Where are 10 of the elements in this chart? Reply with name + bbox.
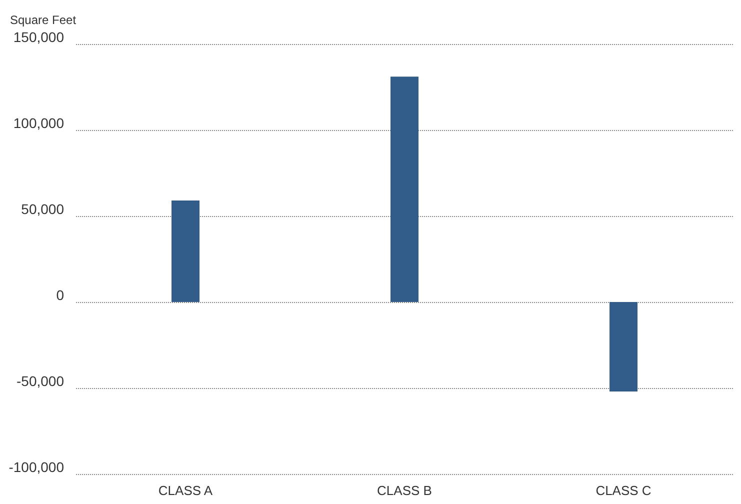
x-tick-label: CLASS B	[377, 483, 432, 498]
y-tick-label: 150,000	[13, 29, 64, 45]
x-tick-label: CLASS A	[158, 483, 213, 498]
y-tick-label: 0	[56, 287, 64, 303]
y-tick-label: 100,000	[13, 115, 64, 131]
y-tick-label: 50,000	[21, 201, 64, 217]
y-axis-title: Square Feet	[10, 13, 77, 27]
y-tick-label: -50,000	[16, 373, 64, 389]
x-tick-label: CLASS C	[596, 483, 652, 498]
y-tick-label: -100,000	[8, 459, 64, 475]
